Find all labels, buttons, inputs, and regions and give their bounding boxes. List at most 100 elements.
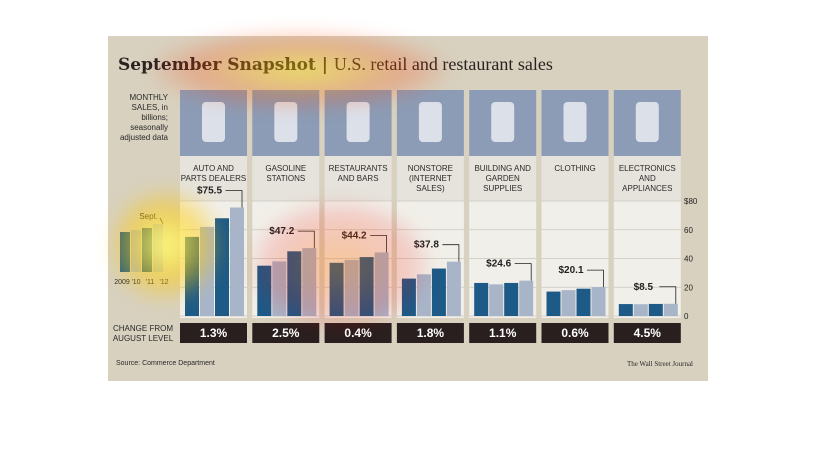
credit: The Wall Street Journal [627,360,693,368]
bar [431,268,446,316]
change-value: 4.5% [634,326,662,340]
bar [633,304,648,316]
panel-name: CLOTHING [554,164,596,173]
bar [272,261,287,316]
sample-bar [131,230,141,272]
bar [302,248,317,316]
leader-line [514,263,532,281]
bar [416,274,431,316]
value-label: $47.2 [269,226,294,237]
leader-line [442,244,460,262]
panel-name: AUTO AND PARTS DEALERS [180,164,247,183]
name-box [469,156,537,201]
name-box [396,156,464,201]
bar [446,261,461,316]
leader-line [370,235,388,253]
panel-name: ELECTRONICS AND APPLIANCES [618,164,676,193]
y-tick-label: $80 [684,197,698,206]
change-value: 0.6% [561,326,589,340]
icon [274,102,298,142]
bar [546,291,561,316]
legend-point: Sept. [139,212,158,221]
bar [344,259,359,316]
change-box [324,323,392,343]
bar [519,280,534,316]
change-box [252,323,320,343]
name-box [252,156,320,201]
bar [374,252,389,316]
bar [591,287,606,316]
change-box [396,323,464,343]
sample-bar [142,228,152,272]
sample-bar [120,232,130,272]
bar [230,207,244,316]
leader-line [659,286,677,304]
chart-title: September Snapshot [118,55,316,75]
icon [635,102,659,142]
bar [489,284,504,316]
leader-line [587,269,604,288]
y-label: MONTHLY SALES, in billions; seasonally a… [119,93,168,142]
name-box [541,156,609,201]
bar [576,288,591,316]
sample-leader [159,217,164,225]
bar [663,303,678,316]
change-label: CHANGE FROM AUGUST LEVEL [112,324,174,343]
value-label: $44.2 [342,230,367,241]
y-tick-label: 0 [684,312,689,321]
plot-box [613,201,681,318]
change-value: 0.4% [344,326,372,340]
title-block: September Snapshot | U.S. retail and res… [118,54,553,75]
icon [202,102,225,142]
icon [491,102,515,142]
y-tick-label: 20 [684,283,693,292]
legend-sample [120,217,164,272]
bar [474,282,489,316]
leader-line [297,230,315,249]
panel-name: RESTAURANTS AND BARS [328,164,388,183]
bar [648,303,663,316]
change-value: 1.1% [489,326,517,340]
bar [215,218,229,316]
icon [563,102,587,142]
bar [257,265,272,316]
chart-subtitle: U.S. retail and restaurant sales [333,54,553,74]
change-value: 1.8% [417,326,445,340]
period-label: '10 [131,279,140,286]
change-box [469,323,537,343]
period-label: '11 [146,279,155,286]
value-label: $24.6 [486,259,511,270]
bar [359,257,374,316]
bar [561,290,576,316]
bar [287,251,302,316]
change-box [541,323,609,343]
value-label: $37.8 [414,240,439,251]
leader-line [225,190,243,208]
name-box [613,156,681,201]
change-box [613,323,681,343]
value-label: $8.5 [634,282,654,293]
sample-bar [153,224,163,272]
panel-name: NONSTORE (INTERNET SALES) [407,164,453,193]
name-box [324,156,392,201]
icon [346,102,370,142]
period-label: 2009 [114,279,130,286]
value-label: $75.5 [197,185,222,196]
value-label: $20.1 [558,265,583,276]
panel-name: BUILDING AND GARDEN SUPPLIES [474,164,531,193]
bar [401,278,416,316]
change-value: 1.3% [200,326,228,340]
change-box [180,323,247,343]
panel-name: GASOLINE STATIONS [265,164,307,183]
source: Source: Commerce Department [116,360,215,367]
period-label: '12 [159,279,168,286]
bar [618,304,633,316]
y-tick-label: 40 [684,255,693,264]
y-tick-label: 60 [684,226,693,235]
bar [185,236,199,316]
change-value: 2.5% [272,326,300,340]
icon [418,102,442,142]
bar [504,282,519,316]
bar [200,226,214,316]
